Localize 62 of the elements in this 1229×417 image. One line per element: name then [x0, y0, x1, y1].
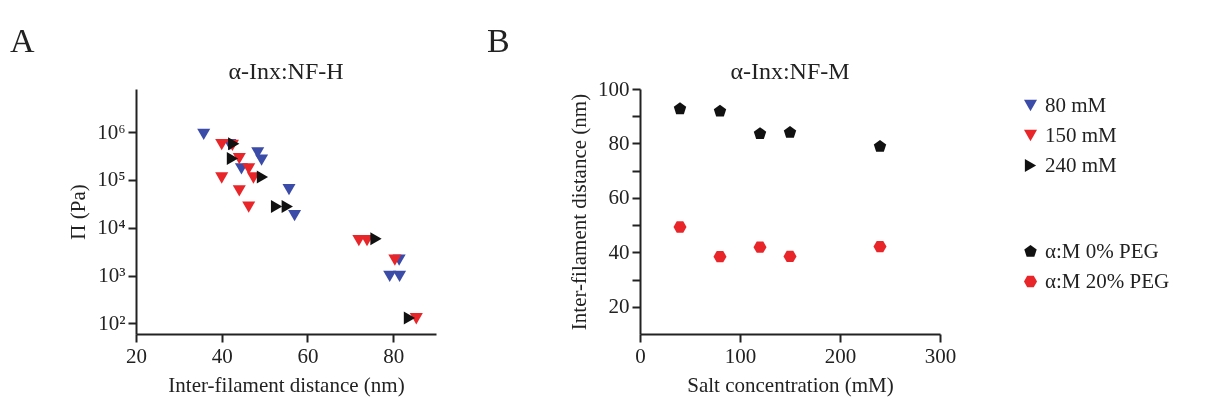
legend-label: α:M 0% PEG — [1045, 238, 1159, 263]
point — [873, 240, 887, 253]
text: A — [10, 22, 35, 59]
point — [242, 201, 256, 213]
y-tick-label: 40 — [608, 239, 630, 264]
chart-title: α-Inx:NF-H — [228, 58, 344, 84]
y-tick-label: 80 — [608, 130, 630, 155]
point — [197, 128, 211, 141]
point — [215, 172, 229, 184]
point — [403, 311, 416, 325]
point — [370, 232, 382, 246]
point — [246, 172, 260, 184]
point — [783, 126, 797, 138]
y-tick-label: 10³ — [98, 263, 126, 288]
point — [673, 102, 687, 115]
x-tick-label: 40 — [211, 343, 233, 368]
point — [215, 138, 229, 151]
x-axis-title: Inter-filament distance (nm) — [168, 372, 405, 397]
point — [270, 199, 283, 213]
y-tick-label: 60 — [608, 185, 630, 210]
x-tick-label: 60 — [297, 343, 319, 368]
x-tick-label: 200 — [824, 343, 857, 368]
x-tick-label: 300 — [924, 343, 957, 368]
legend-label: α:M 20% PEG — [1045, 268, 1170, 293]
point — [388, 254, 402, 266]
x-tick-label: 0 — [635, 343, 646, 368]
y-axis-title: Π (Pa) — [66, 184, 91, 240]
point — [256, 170, 269, 184]
x-tick-label: 20 — [126, 343, 147, 368]
point — [713, 104, 727, 117]
point — [282, 183, 296, 196]
text: B — [487, 22, 510, 59]
point — [409, 313, 423, 325]
x-tick-label: 100 — [724, 343, 757, 368]
point — [673, 221, 687, 233]
point — [713, 251, 727, 263]
legend-label: 150 mM — [1045, 122, 1118, 147]
point — [873, 139, 887, 152]
y-tick-label: 10⁴ — [97, 215, 126, 240]
legend-label: 240 mM — [1045, 152, 1118, 177]
y-tick-label: 100 — [598, 76, 630, 101]
legend-label: 80 mM — [1045, 92, 1107, 117]
point — [242, 163, 256, 175]
point — [232, 152, 246, 165]
y-tick-label: 10² — [98, 310, 126, 335]
y-axis-title: Inter-filament distance (nm) — [567, 93, 591, 331]
point — [383, 270, 397, 283]
x-tick-label: 80 — [383, 343, 405, 368]
point — [226, 152, 239, 166]
point — [393, 270, 407, 283]
y-tick-label: 10⁵ — [97, 167, 126, 192]
point — [783, 250, 797, 263]
point — [288, 209, 302, 222]
x-axis-title: Salt concentration (mM) — [687, 372, 894, 397]
y-tick-label: 20 — [608, 294, 630, 319]
y-tick-label: 10⁶ — [97, 119, 126, 144]
chart-title: α-Inx:NF-M — [730, 58, 850, 84]
point — [281, 199, 293, 213]
point — [255, 154, 269, 166]
point — [753, 241, 767, 253]
point — [232, 185, 246, 197]
point — [753, 127, 767, 139]
